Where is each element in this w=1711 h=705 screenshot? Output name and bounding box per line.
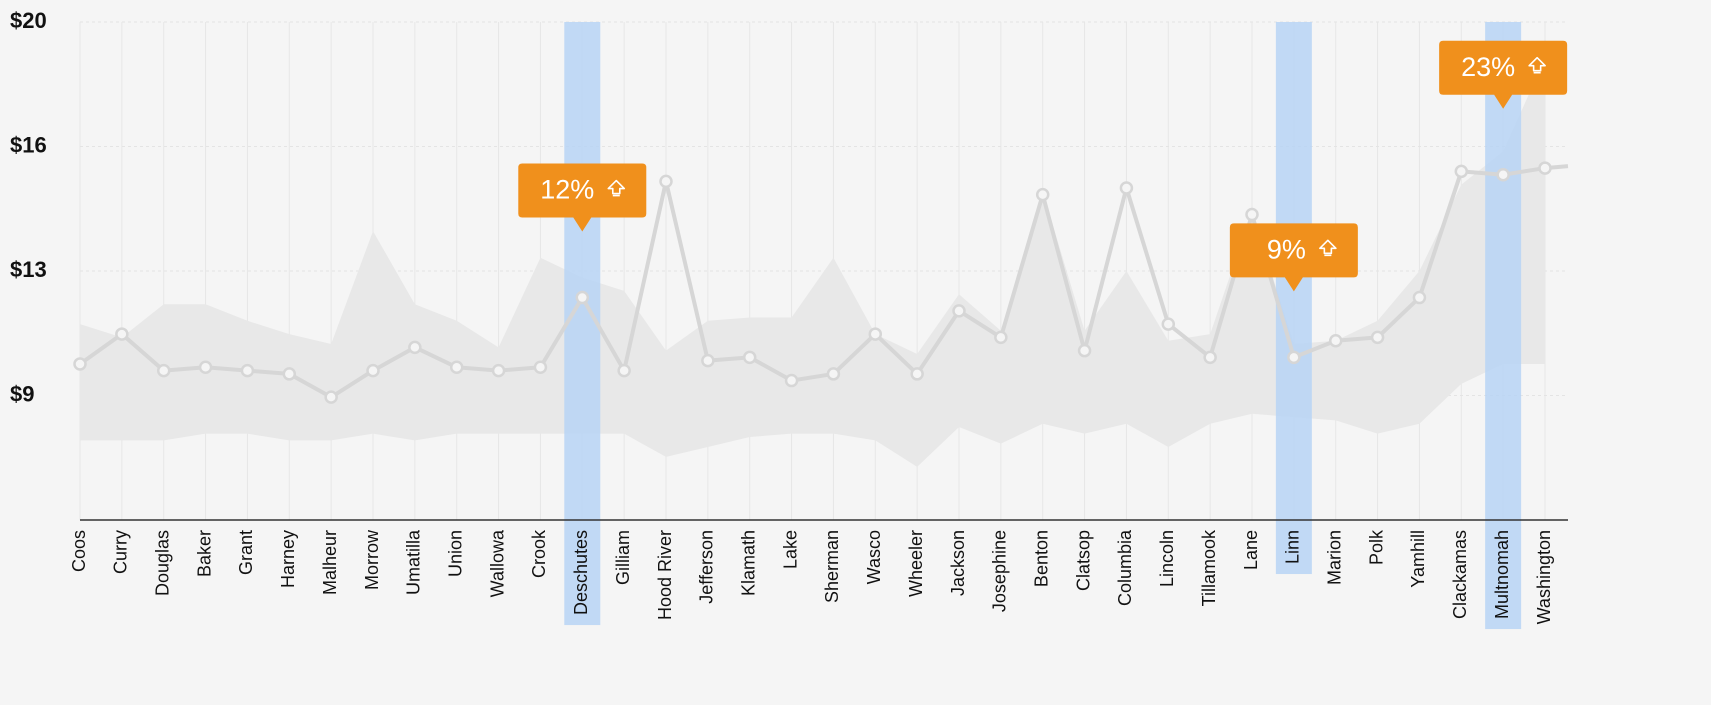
x-tick-label: Hood River — [655, 530, 675, 620]
point — [868, 327, 883, 341]
x-tick-label: Union — [445, 530, 465, 577]
x-tick-label: Tillamook — [1199, 529, 1219, 606]
x-tick-label: Multnomah — [1492, 530, 1512, 619]
callout: 9% — [1229, 223, 1358, 292]
point — [533, 360, 548, 375]
x-tick-label: Sherman — [822, 530, 842, 603]
x-tick-label: Baker — [194, 530, 214, 577]
x-tick-label: Jackson — [948, 530, 968, 596]
point — [324, 390, 338, 404]
up-arrow-icon — [607, 179, 626, 197]
x-tick-label: Klamath — [738, 530, 758, 596]
x-tick-label: Benton — [1031, 530, 1051, 587]
x-tick-label: Umatilla — [404, 529, 424, 595]
callout-label: 12% — [540, 175, 594, 205]
x-tick-label: Lane — [1241, 530, 1261, 570]
point — [1328, 333, 1343, 348]
x-tick-label: Coos — [69, 530, 89, 572]
point — [617, 363, 631, 378]
x-tick-label: Gilliam — [613, 530, 633, 585]
point — [1245, 207, 1259, 222]
point — [952, 304, 966, 318]
callout-box — [1229, 223, 1358, 292]
x-tick-label: Columbia — [1115, 529, 1135, 606]
point — [73, 357, 87, 371]
x-tick-label: Crook — [529, 529, 549, 578]
point — [156, 363, 171, 378]
point — [659, 174, 673, 189]
x-tick-label: Curry — [111, 530, 131, 574]
highlight-column — [564, 22, 601, 626]
point — [408, 340, 422, 355]
callout: 23% — [1439, 40, 1568, 109]
x-tick-label: Douglas — [152, 530, 172, 596]
x-tick-label: Washington — [1534, 530, 1554, 624]
y-tick-label: $16 — [10, 132, 47, 157]
point — [701, 353, 715, 368]
point — [491, 363, 506, 378]
point — [1370, 330, 1385, 345]
point — [1412, 290, 1427, 305]
point — [1077, 343, 1092, 358]
y-tick-label: $20 — [10, 8, 47, 33]
point — [1035, 187, 1050, 202]
point — [784, 373, 799, 388]
band-area — [80, 58, 1545, 467]
x-tick-label: Grant — [236, 530, 256, 575]
point — [1538, 161, 1552, 175]
y-tick-label: $13 — [10, 257, 47, 282]
x-tick-label: Marion — [1324, 530, 1344, 585]
callout: 12% — [518, 163, 647, 232]
x-tick-label: Polk — [1366, 529, 1386, 565]
x-tick-label: Lincoln — [1157, 530, 1177, 587]
y-tick-label: $9 — [10, 381, 34, 406]
line — [78, 166, 1546, 400]
callout-label: 23% — [1461, 52, 1515, 82]
point — [994, 330, 1008, 345]
point — [1496, 167, 1510, 182]
point — [1161, 317, 1176, 331]
point — [1287, 350, 1301, 365]
x-tick-label: Lake — [780, 530, 800, 569]
callout-label: 9% — [1267, 234, 1306, 264]
x-tick-label: Wheeler — [906, 530, 926, 597]
point — [198, 360, 213, 375]
up-arrow-icon — [1528, 56, 1546, 74]
point — [282, 367, 297, 381]
point — [826, 367, 841, 381]
x-tick-label: Deschutes — [571, 530, 591, 615]
point — [366, 363, 380, 378]
x-tick-label: Yamhill — [1408, 530, 1428, 588]
callout-box — [1439, 40, 1568, 109]
x-tick-label: Jefferson — [697, 530, 717, 604]
highlight-column — [1485, 22, 1522, 630]
callout-box — [518, 163, 647, 232]
point — [115, 327, 129, 341]
point — [1203, 350, 1217, 365]
highlight-column — [1275, 22, 1312, 575]
point — [910, 367, 924, 381]
point — [1119, 181, 1134, 195]
x-tick-label: Wallowa — [487, 529, 507, 597]
x-tick-label: Josephine — [990, 530, 1010, 612]
point — [575, 290, 590, 305]
x-tick-label: Harney — [278, 530, 298, 588]
point — [240, 363, 255, 378]
x-tick-label: Linn — [1283, 530, 1303, 564]
x-tick-label: Wasco — [864, 530, 884, 584]
point — [449, 360, 464, 375]
x-tick-label: Malheur — [320, 530, 340, 595]
up-arrow-icon — [1319, 239, 1337, 257]
x-tick-label: Morrow — [362, 529, 382, 590]
point — [1454, 164, 1469, 179]
x-tick-label: Clatsop — [1073, 530, 1093, 591]
point — [742, 350, 757, 365]
x-tick-label: Clackamas — [1450, 530, 1470, 619]
